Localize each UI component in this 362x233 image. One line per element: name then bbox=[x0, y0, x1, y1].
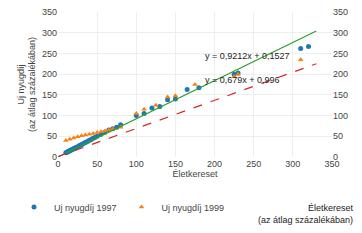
svg-text:350: 350 bbox=[333, 7, 348, 17]
svg-text:0: 0 bbox=[52, 152, 57, 162]
svg-text:100: 100 bbox=[333, 111, 348, 121]
svg-text:300: 300 bbox=[285, 159, 300, 169]
svg-text:150: 150 bbox=[333, 90, 348, 100]
svg-text:0: 0 bbox=[333, 152, 338, 162]
svg-text:Uj nyugdíj 1999: Uj nyugdíj 1999 bbox=[162, 203, 225, 213]
svg-text:250: 250 bbox=[42, 49, 57, 59]
svg-text:0: 0 bbox=[55, 159, 60, 169]
svg-text:200: 200 bbox=[207, 159, 222, 169]
svg-text:250: 250 bbox=[246, 159, 261, 169]
svg-text:y = 0,9212x + 0,1527: y = 0,9212x + 0,1527 bbox=[205, 51, 290, 61]
svg-text:250: 250 bbox=[333, 49, 348, 59]
svg-text:300: 300 bbox=[333, 28, 348, 38]
svg-text:150: 150 bbox=[168, 159, 183, 169]
svg-text:y = 0,679x + 0,996: y = 0,679x + 0,996 bbox=[205, 75, 280, 85]
svg-text:350: 350 bbox=[42, 7, 57, 17]
svg-text:300: 300 bbox=[42, 28, 57, 38]
svg-text:350: 350 bbox=[324, 159, 339, 169]
svg-text:50: 50 bbox=[47, 131, 57, 141]
svg-text:Életkereset: Életkereset bbox=[172, 169, 218, 179]
svg-text:Életkereset(az átlag százaléká: Életkereset(az átlag százalékában) bbox=[258, 203, 354, 225]
svg-text:Uj nyugdíj(az átlag százalékáb: Uj nyugdíj(az átlag százalékában) bbox=[16, 37, 38, 132]
svg-text:50: 50 bbox=[92, 159, 102, 169]
svg-text:50: 50 bbox=[333, 131, 343, 141]
svg-text:100: 100 bbox=[129, 159, 144, 169]
svg-text:200: 200 bbox=[333, 69, 348, 79]
svg-text:150: 150 bbox=[42, 90, 57, 100]
svg-text:100: 100 bbox=[42, 111, 57, 121]
svg-text:Uj nyugdíj 1997: Uj nyugdíj 1997 bbox=[54, 203, 117, 213]
svg-text:200: 200 bbox=[42, 69, 57, 79]
